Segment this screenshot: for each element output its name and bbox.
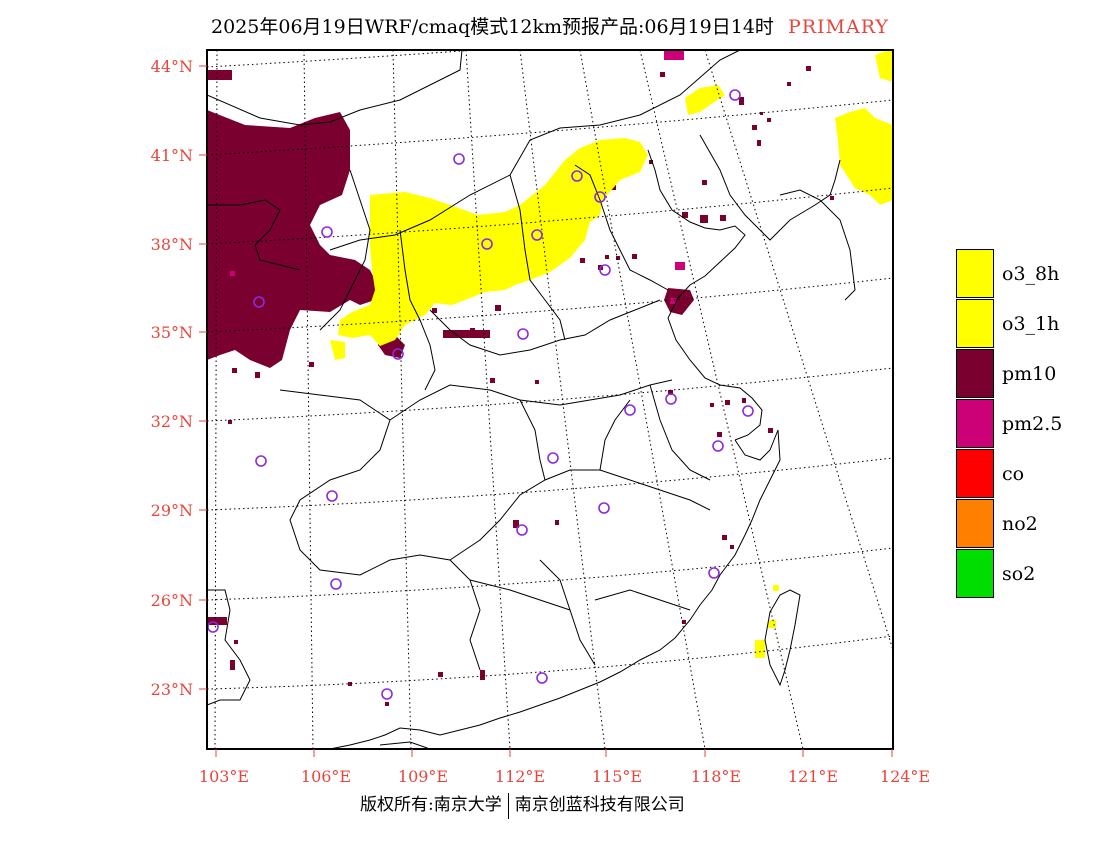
lon-label-121: 121°E [788, 767, 838, 786]
copyright-footer: 版权所有:南京大学 南京创蓝科技有限公司 [360, 790, 685, 819]
lat-labels: 44°N 41°N 38°N 35°N 32°N 29°N 26°N 23°N [151, 57, 193, 699]
pm10-northwest-block [207, 70, 232, 80]
lat-label-44: 44°N [151, 57, 193, 76]
lat-label-35: 35°N [151, 323, 193, 342]
legend-swatch [956, 249, 994, 298]
tick-marks [199, 65, 893, 757]
northeast-coast [699, 134, 841, 241]
o3-taiwan-a [755, 640, 765, 658]
prov-3 [449, 469, 711, 561]
footer-right: 南京创蓝科技有限公司 [514, 795, 685, 815]
o3-region-northeast [835, 108, 893, 205]
o3-layer [330, 50, 893, 658]
prov-7 [399, 229, 436, 391]
prov-9 [574, 164, 669, 291]
hainan-hint [379, 741, 431, 749]
lon-label-118: 118°E [691, 767, 741, 786]
pm10-dots [228, 66, 834, 706]
legend-swatch [956, 549, 994, 598]
mongolia-border [207, 50, 463, 126]
inner-mongolia-boundary [329, 50, 741, 251]
legend-swatch [956, 349, 994, 398]
map-frame [206, 49, 894, 750]
title-primary-tag: PRIMARY [787, 16, 889, 38]
prov-11 [207, 199, 301, 271]
prov-2 [389, 379, 673, 421]
lat-label-32: 32°N [151, 412, 193, 431]
legend-label: o3_8h [1002, 263, 1060, 285]
legend-label: o3_1h [1002, 313, 1060, 335]
legend-label: no2 [1002, 513, 1038, 535]
lat-label-38: 38°N [151, 235, 193, 254]
footer-left: 版权所有:南京大学 [360, 795, 502, 815]
taiwan [764, 589, 801, 687]
map-title: 2025年06月19日WRF/cmaq模式12km预报产品:06月19日14时 P… [0, 12, 1100, 39]
lon-label-112: 112°E [495, 767, 545, 786]
lon-label-103: 103°E [199, 767, 249, 786]
legend-swatch [956, 499, 994, 548]
pm10-sw-block [207, 617, 227, 625]
o3-region-top-right [875, 50, 893, 82]
graticule [207, 50, 893, 749]
pm10-band [443, 330, 490, 338]
o3-region-small-south [330, 340, 345, 360]
legend-swatch [956, 299, 994, 348]
map-area [207, 50, 893, 749]
korea-border [779, 189, 856, 301]
legend-label: pm2.5 [1002, 413, 1063, 435]
lat-label-23: 23°N [151, 680, 193, 699]
legend-label: co [1002, 463, 1025, 485]
legend-swatch [956, 449, 994, 498]
prov-4 [519, 384, 711, 481]
prov-5 [469, 559, 691, 666]
title-text: 2025年06月19日WRF/cmaq模式12km预报产品:06月19日14时 [211, 16, 774, 38]
lon-label-124: 124°E [880, 767, 930, 786]
legend-label: pm10 [1002, 363, 1057, 385]
lat-label-29: 29°N [151, 501, 193, 520]
pm10-shandong [664, 288, 694, 315]
bohai-coast [647, 149, 763, 441]
lon-labels: 103°E 106°E 109°E 112°E 115°E 118°E 121°… [199, 767, 930, 786]
o3-taiwan-c [773, 585, 779, 591]
lon-label-106: 106°E [301, 767, 351, 786]
prov-10 [319, 169, 371, 331]
footer-separator [507, 792, 509, 819]
east-coast [329, 429, 781, 749]
lon-label-109: 109°E [398, 767, 448, 786]
lat-label-41: 41°N [151, 146, 193, 165]
o3-region-north [338, 138, 648, 346]
boundaries [207, 50, 856, 749]
prov-8 [509, 174, 566, 341]
legend-swatch [956, 399, 994, 448]
o3-taiwan-b [768, 620, 776, 628]
sw-border [207, 589, 251, 706]
lat-label-26: 26°N [151, 591, 193, 610]
legend-label: so2 [1002, 563, 1036, 585]
lon-label-115: 115°E [592, 767, 642, 786]
prov-6 [429, 299, 661, 356]
stations [207, 89, 754, 700]
o3-region-hebei-north [685, 85, 725, 115]
